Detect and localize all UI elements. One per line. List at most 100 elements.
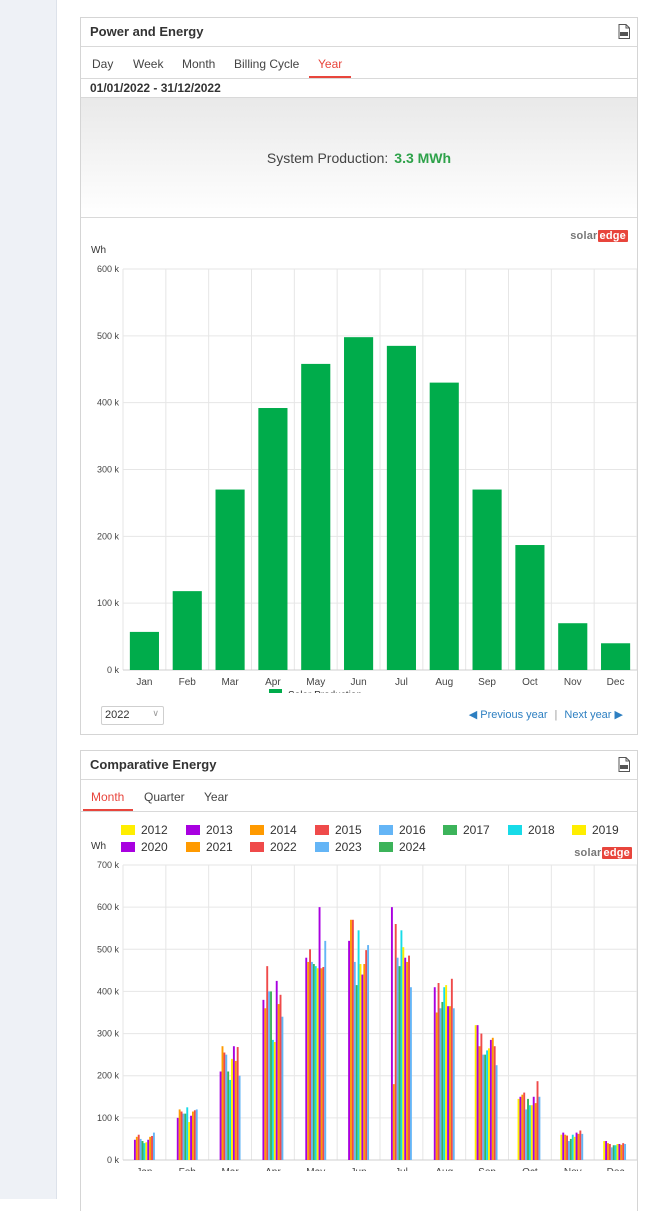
legend-label: 2014 — [270, 823, 297, 837]
tab-billing-cycle[interactable]: Billing Cycle — [234, 57, 300, 71]
date-range: 01/01/2022 - 31/12/2022 — [90, 81, 221, 95]
year-select-value: 2022 — [105, 709, 130, 721]
bar-2020 — [575, 1132, 578, 1160]
legend-swatch — [250, 842, 264, 852]
bar-2023 — [452, 1008, 455, 1160]
csv-file-icon[interactable] — [618, 24, 630, 39]
bar-2014 — [264, 1008, 267, 1160]
legend-item-2020[interactable]: 2020 — [121, 840, 168, 854]
y-axis-label: Wh — [91, 245, 106, 256]
bar-2019 — [445, 985, 448, 1160]
bar-2022 — [536, 1081, 539, 1160]
bar-2014 — [135, 1136, 138, 1160]
y-tick-label: 600 k — [97, 902, 120, 912]
bar-2022 — [365, 950, 368, 1160]
legend-swatch — [121, 842, 135, 852]
bar-2023 — [495, 1065, 498, 1160]
tab-quarter[interactable]: Quarter — [144, 790, 185, 804]
bar-2018 — [443, 987, 446, 1160]
bar-2021 — [234, 1060, 237, 1160]
legend-label: 2023 — [335, 840, 362, 854]
bar-2020 — [404, 957, 407, 1160]
legend-item-2018[interactable]: 2018 — [508, 823, 555, 837]
bar-2017 — [569, 1138, 572, 1160]
bar-2017 — [355, 985, 358, 1160]
bar-2013 — [433, 987, 436, 1160]
bar-2012 — [560, 1134, 563, 1160]
x-tick-label: Aug — [435, 1167, 453, 1171]
bar-2016 — [482, 1054, 485, 1160]
bar-2013 — [562, 1132, 565, 1160]
bar-2018 — [314, 966, 317, 1160]
legend-item-2022[interactable]: 2022 — [250, 840, 297, 854]
bar-2016 — [311, 961, 313, 1160]
active-tab-indicator — [83, 809, 133, 811]
bar-2017 — [484, 1054, 487, 1160]
bar-2021 — [620, 1144, 623, 1160]
bar-2014 — [178, 1109, 181, 1160]
panel-title: Comparative Energy — [90, 757, 217, 772]
system-production: System Production: 3.3 MWh — [81, 150, 637, 166]
bar-solar-production — [472, 489, 502, 670]
bar-2014 — [221, 1046, 224, 1160]
x-tick-label: Sep — [478, 1167, 496, 1171]
bar-2014 — [564, 1134, 567, 1160]
bar-2020 — [190, 1115, 192, 1160]
tab-year[interactable]: Year — [318, 57, 343, 71]
summary-value: 3.3 MWh — [394, 150, 452, 166]
tab-month[interactable]: Month — [91, 790, 125, 804]
previous-year-link[interactable]: ◀ Previous year — [468, 709, 548, 721]
bar-2019 — [145, 1142, 148, 1160]
legend-label: 2018 — [528, 823, 555, 837]
legend-swatch — [186, 825, 200, 835]
bar-2020 — [489, 1039, 492, 1160]
bar-2016 — [353, 961, 356, 1160]
legend-item-2016[interactable]: 2016 — [379, 823, 426, 837]
tab-week[interactable]: Week — [133, 57, 164, 71]
legend-swatch — [508, 825, 522, 835]
legend-item-2017[interactable]: 2017 — [443, 823, 490, 837]
bar-2022 — [493, 1046, 496, 1160]
bar-2022 — [236, 1047, 239, 1160]
legend-item-2013[interactable]: 2013 — [186, 823, 233, 837]
next-year-link[interactable]: Next year ▶ — [564, 709, 623, 721]
tab-year[interactable]: Year — [204, 790, 229, 804]
comparison-legend: 2012 2013 2014 2015 2016 2017 2018 2019 2020 2021… — [121, 823, 641, 857]
bar-2017 — [141, 1141, 144, 1160]
production-chart: 0 k 100 k 200 k 300 k 400 k 500 k 600 k Jan Feb M… — [91, 245, 637, 693]
bar-2021 — [149, 1136, 152, 1160]
legend-item-2024[interactable]: 2024 — [379, 840, 426, 854]
bar-2018 — [271, 1039, 274, 1160]
legend-swatch — [269, 689, 282, 693]
bar-2014 — [521, 1094, 524, 1160]
legend-label: 2019 — [592, 823, 619, 837]
tab-month[interactable]: Month — [182, 57, 216, 71]
bar-2019 — [488, 1048, 490, 1160]
bar-2023 — [281, 1016, 284, 1160]
legend-swatch — [379, 842, 393, 852]
year-select[interactable]: 2022 ∨ — [101, 706, 164, 725]
tab-day[interactable]: Day — [92, 57, 114, 71]
bar-2018 — [357, 930, 360, 1160]
legend-item-2019[interactable]: 2019 — [572, 823, 619, 837]
legend-item-2023[interactable]: 2023 — [315, 840, 362, 854]
legend-item-2021[interactable]: 2021 — [186, 840, 233, 854]
legend-label: 2015 — [335, 823, 362, 837]
legend-item-2012[interactable]: 2012 — [121, 823, 168, 837]
bar-2020 — [618, 1143, 621, 1160]
bar-2018 — [229, 1079, 232, 1160]
comparison-chart: 0 k 100 k 200 k 300 k 400 k 500 k 600 k 700 k Ja… — [91, 841, 637, 1171]
bar-solar-production — [129, 631, 159, 670]
bar-2020 — [275, 980, 278, 1160]
x-tick-label: Jun — [351, 1167, 367, 1171]
x-tick-label: Nov — [564, 677, 582, 688]
bar-2022 — [408, 955, 410, 1160]
legend-item-2014[interactable]: 2014 — [250, 823, 297, 837]
legend-item-2015[interactable]: 2015 — [315, 823, 362, 837]
x-tick-label: Dec — [607, 677, 625, 688]
y-tick-label: 600 k — [97, 264, 120, 274]
x-tick-label: Apr — [265, 1167, 281, 1171]
bar-2023 — [324, 940, 327, 1160]
csv-file-icon[interactable] — [618, 757, 630, 772]
bar-2015 — [394, 924, 397, 1160]
